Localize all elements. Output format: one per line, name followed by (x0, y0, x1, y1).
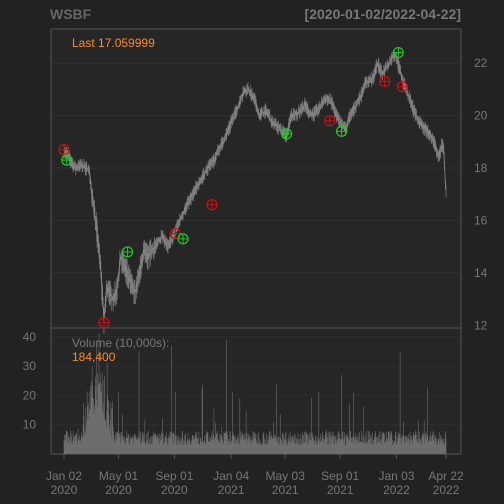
price-tick-label: 12 (474, 318, 488, 332)
sell-signal-marker (379, 75, 391, 88)
price-tick-label: 20 (474, 109, 488, 123)
sell-signal-marker (169, 227, 181, 240)
date-tick-year: 2021 (272, 483, 299, 497)
sell-signal-marker (206, 199, 218, 211)
buy-signal-marker (392, 47, 404, 59)
date-range-label: [2020-01-02/2022-04-22] (305, 6, 461, 22)
date-tick-year: 2021 (327, 483, 354, 497)
buy-signal-marker (280, 128, 293, 140)
buy-signal-marker (177, 233, 189, 245)
date-tick-month: May 01 (99, 469, 139, 483)
price-tick-label: 18 (474, 161, 488, 175)
volume-tick-label: 30 (23, 359, 37, 373)
sell-signal-marker (396, 81, 408, 93)
buy-signal-marker (61, 154, 73, 166)
date-tick-month: Sep 01 (321, 469, 359, 483)
volume-tick-label: 20 (23, 388, 37, 402)
volume-panel (50, 327, 462, 455)
date-tick-month: Jan 03 (378, 469, 414, 483)
date-tick-year: 2020 (51, 483, 78, 497)
sell-signal-marker (324, 115, 336, 127)
sell-signal-marker (98, 317, 110, 329)
volume-tick-label: 10 (23, 418, 37, 432)
volume-label: Volume (10,000s): (72, 336, 169, 350)
date-tick-year: 2022 (383, 483, 410, 497)
date-tick-month: Jan 02 (46, 469, 82, 483)
volume-bars (63, 333, 447, 454)
volume-tick-label: 40 (23, 330, 37, 344)
date-tick-month: Apr 22 (428, 469, 464, 483)
last-price-label: Last 17.059999 (72, 36, 155, 50)
sell-signal-marker (58, 144, 70, 156)
date-tick-year: 2020 (105, 483, 132, 497)
volume-axis-labels: 10 20 30 40 (23, 330, 37, 432)
buy-signal-marker (121, 246, 134, 258)
volume-bar-series (63, 333, 447, 454)
price-close-line (63, 52, 446, 318)
date-tick-month: Sep 01 (155, 469, 193, 483)
price-axis-labels: 12 14 16 18 20 22 (474, 56, 488, 332)
date-tick-year: 2022 (433, 483, 460, 497)
price-tick-label: 16 (474, 213, 488, 227)
date-tick-year: 2020 (161, 483, 188, 497)
date-tick-month: Jan 04 (213, 469, 249, 483)
price-tick-label: 14 (474, 266, 488, 280)
date-tick-year: 2021 (218, 483, 245, 497)
chart-title: WSBF (50, 6, 92, 22)
trade-signals (58, 47, 408, 329)
price-tick-label: 22 (474, 56, 488, 70)
volume-value: 184,400 (72, 350, 116, 364)
date-tick-month: May 03 (266, 469, 306, 483)
buy-signal-marker (335, 125, 348, 137)
